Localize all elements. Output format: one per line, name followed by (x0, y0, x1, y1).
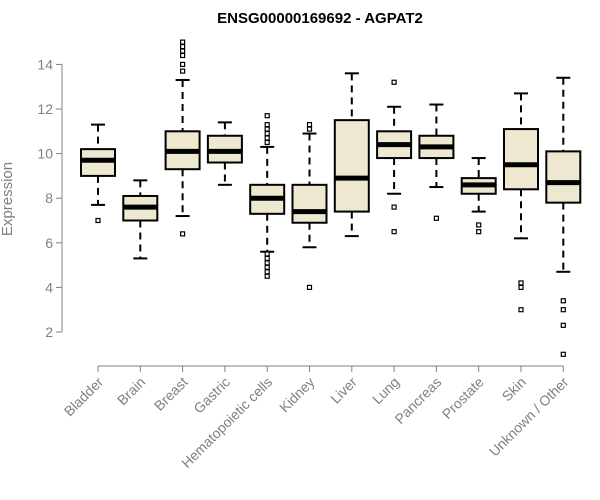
y-tick-label: 14 (37, 56, 53, 72)
outlier-point (264, 126, 270, 132)
outlier-point (306, 126, 313, 132)
outlier-point (391, 79, 397, 85)
box-gastric (206, 121, 243, 186)
outlier-point (560, 307, 566, 313)
outlier-point (306, 122, 313, 128)
outlier-point (180, 68, 186, 74)
outlier-point (264, 135, 270, 141)
outlier-point (433, 215, 439, 221)
box-brain (122, 179, 159, 260)
outlier-point (264, 264, 270, 270)
box-bladder (80, 123, 116, 224)
box-iqr (545, 150, 582, 204)
outlier-point (180, 48, 186, 54)
x-tick-label: Unknown / Other (486, 374, 572, 460)
x-tick-label: Lung (369, 374, 402, 407)
y-tick-label: 2 (45, 324, 53, 340)
outlier-point (264, 130, 270, 137)
outlier-point (518, 307, 524, 313)
box-skin (503, 92, 539, 313)
outlier-point (476, 229, 482, 235)
y-axis: 2 4 6 8 10 12 14 (37, 56, 63, 340)
outlier-point (391, 229, 397, 235)
y-tick-label: 6 (45, 235, 53, 251)
outlier-point (306, 284, 313, 290)
box-iqr (333, 119, 370, 213)
box-liver (333, 72, 370, 238)
box-hematopoietic-cells (249, 113, 286, 279)
outlier-point (264, 269, 270, 275)
outlier-point (180, 52, 186, 59)
x-tick-label: Skin (499, 374, 530, 405)
x-tick-label: Prostate (439, 374, 487, 422)
outlier-point (264, 273, 270, 279)
outlier-point (264, 251, 270, 257)
box-unknown-other (545, 76, 582, 357)
outlier-point (518, 284, 524, 290)
outlier-point (264, 122, 270, 128)
x-tick-label: Brain (114, 374, 148, 408)
outlier-point (560, 351, 566, 357)
x-tick-label: Bladder (61, 374, 107, 420)
y-tick-label: 8 (45, 190, 53, 206)
outlier-point (560, 298, 566, 304)
outlier-point (518, 280, 524, 286)
outlier-point (180, 39, 186, 45)
outlier-point (180, 61, 186, 68)
outlier-point (264, 139, 270, 146)
outlier-point (95, 217, 101, 224)
outlier-point (560, 322, 566, 328)
boxes-group (80, 39, 582, 357)
outlier-point (391, 204, 397, 210)
box-iqr (503, 128, 539, 191)
y-axis-label: Expression (0, 162, 16, 236)
box-iqr (291, 183, 328, 224)
y-tick-label: 10 (37, 146, 53, 162)
box-lung (376, 79, 413, 235)
chart-title: ENSG00000169692 - AGPAT2 (217, 10, 423, 27)
box-breast (164, 39, 201, 237)
box-kidney (291, 122, 328, 290)
x-tick-label: Liver (327, 374, 360, 407)
x-tick-label: Pancreas (391, 374, 444, 427)
outlier-point (180, 43, 186, 50)
box-prostate (460, 157, 497, 235)
outlier-point (264, 260, 270, 266)
outlier-point (180, 231, 186, 237)
y-tick-label: 4 (45, 279, 53, 295)
outlier-point (264, 113, 270, 119)
outlier-point (264, 255, 270, 262)
y-tick-label: 12 (37, 101, 53, 117)
outlier-point (476, 222, 482, 228)
box-pancreas (418, 103, 455, 221)
x-tick-label: Kidney (276, 374, 318, 416)
x-tick-label: Breast (151, 374, 191, 414)
